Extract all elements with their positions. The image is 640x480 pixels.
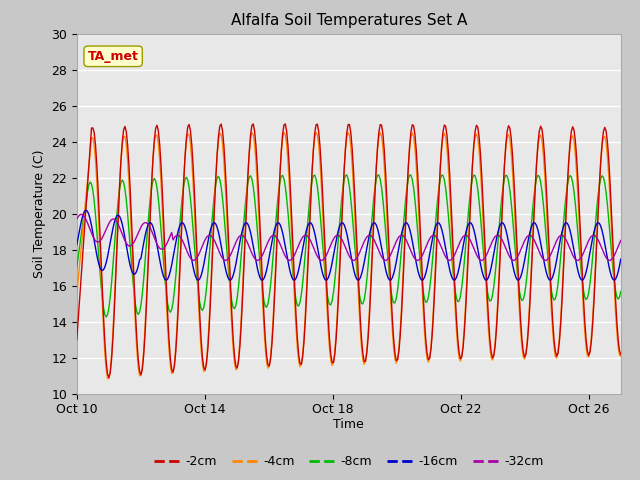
X-axis label: Time: Time bbox=[333, 418, 364, 431]
Legend: -2cm, -4cm, -8cm, -16cm, -32cm: -2cm, -4cm, -8cm, -16cm, -32cm bbox=[149, 450, 548, 473]
Title: Alfalfa Soil Temperatures Set A: Alfalfa Soil Temperatures Set A bbox=[230, 13, 467, 28]
Text: TA_met: TA_met bbox=[88, 50, 138, 63]
Y-axis label: Soil Temperature (C): Soil Temperature (C) bbox=[33, 149, 45, 278]
